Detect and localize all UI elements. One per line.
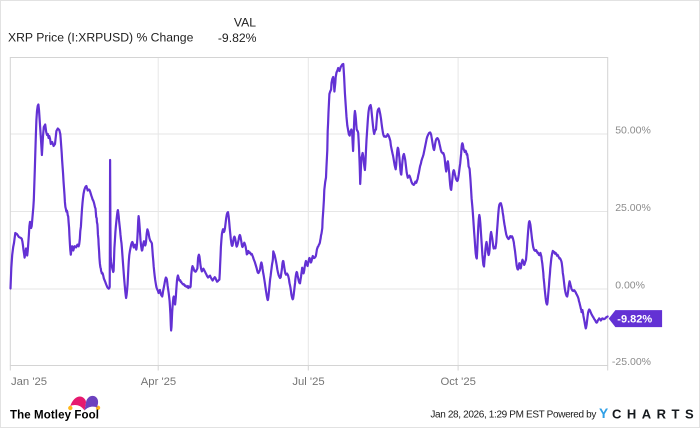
svg-text:Jan 28, 2026, 1:29 PM EST Powe: Jan 28, 2026, 1:29 PM EST Powered by <box>430 410 596 421</box>
svg-text:VAL: VAL <box>234 16 256 30</box>
svg-text:-25.00%: -25.00% <box>612 356 651 368</box>
svg-text:Oct '25: Oct '25 <box>440 376 475 388</box>
svg-text:50.00%: 50.00% <box>615 125 651 137</box>
svg-text:25.00%: 25.00% <box>615 202 651 214</box>
svg-text:CHARTS: CHARTS <box>612 406 699 421</box>
svg-text:XRP Price (I:XRPUSD) % Change: XRP Price (I:XRPUSD) % Change <box>8 31 194 45</box>
svg-text:Jul '25: Jul '25 <box>292 376 324 388</box>
svg-text:-9.82%: -9.82% <box>617 313 652 325</box>
svg-text:Jan '25: Jan '25 <box>11 376 47 388</box>
svg-text:Y: Y <box>599 406 608 421</box>
svg-text:-9.82%: -9.82% <box>218 31 257 45</box>
svg-text:0.00%: 0.00% <box>615 280 645 292</box>
svg-text:Apr '25: Apr '25 <box>141 376 176 388</box>
svg-text:The Motley Fool: The Motley Fool <box>10 410 99 422</box>
